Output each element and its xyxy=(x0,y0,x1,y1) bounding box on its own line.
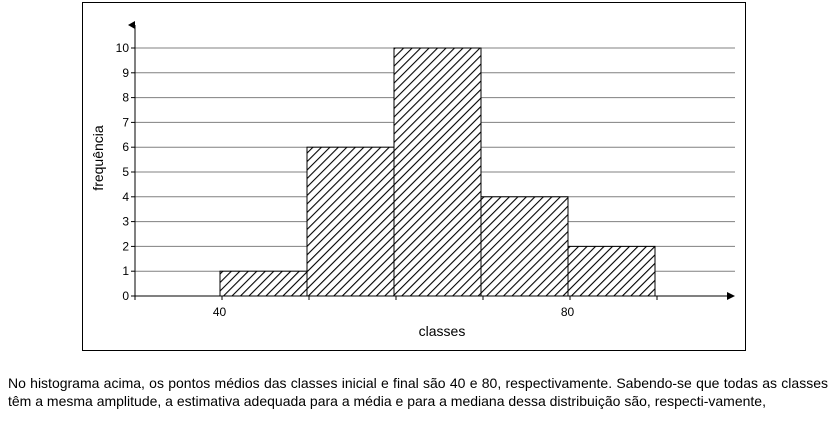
x-axis-arrow-icon xyxy=(727,292,735,300)
tick-labels: 0 1 2 3 4 5 6 7 8 9 10 40 80 xyxy=(116,41,575,319)
question-text: No histograma acima, os pontos médios da… xyxy=(8,375,828,409)
axes xyxy=(128,21,735,300)
bar-80 xyxy=(567,245,656,297)
y-tick-label-5: 5 xyxy=(122,165,129,179)
bar-50 xyxy=(306,146,395,297)
y-tick-label-0: 0 xyxy=(122,289,129,303)
x-tick-label-40: 40 xyxy=(213,305,227,319)
y-tick-label-9: 9 xyxy=(122,66,129,80)
y-tick-label-4: 4 xyxy=(122,190,129,204)
bar-70 xyxy=(480,196,569,297)
y-tick-label-2: 2 xyxy=(122,239,129,253)
x-tick-label-80: 80 xyxy=(561,305,575,319)
bar-60 xyxy=(393,47,482,297)
histogram-chart: 0 1 2 3 4 5 6 7 8 9 10 40 80 classes frequência xyxy=(90,21,735,339)
x-axis-title: classes xyxy=(419,323,466,339)
y-tick-label-8: 8 xyxy=(122,91,129,105)
y-tick-label-7: 7 xyxy=(122,115,129,129)
chart-frame: 0 1 2 3 4 5 6 7 8 9 10 40 80 classes frequência xyxy=(82,2,746,351)
bar-40 xyxy=(219,270,308,297)
y-tick-label-10: 10 xyxy=(116,41,130,55)
y-tick-label-6: 6 xyxy=(122,140,129,154)
y-axis-title: frequência xyxy=(90,125,106,191)
y-tick-label-3: 3 xyxy=(122,215,129,229)
y-tick-label-1: 1 xyxy=(122,264,129,278)
